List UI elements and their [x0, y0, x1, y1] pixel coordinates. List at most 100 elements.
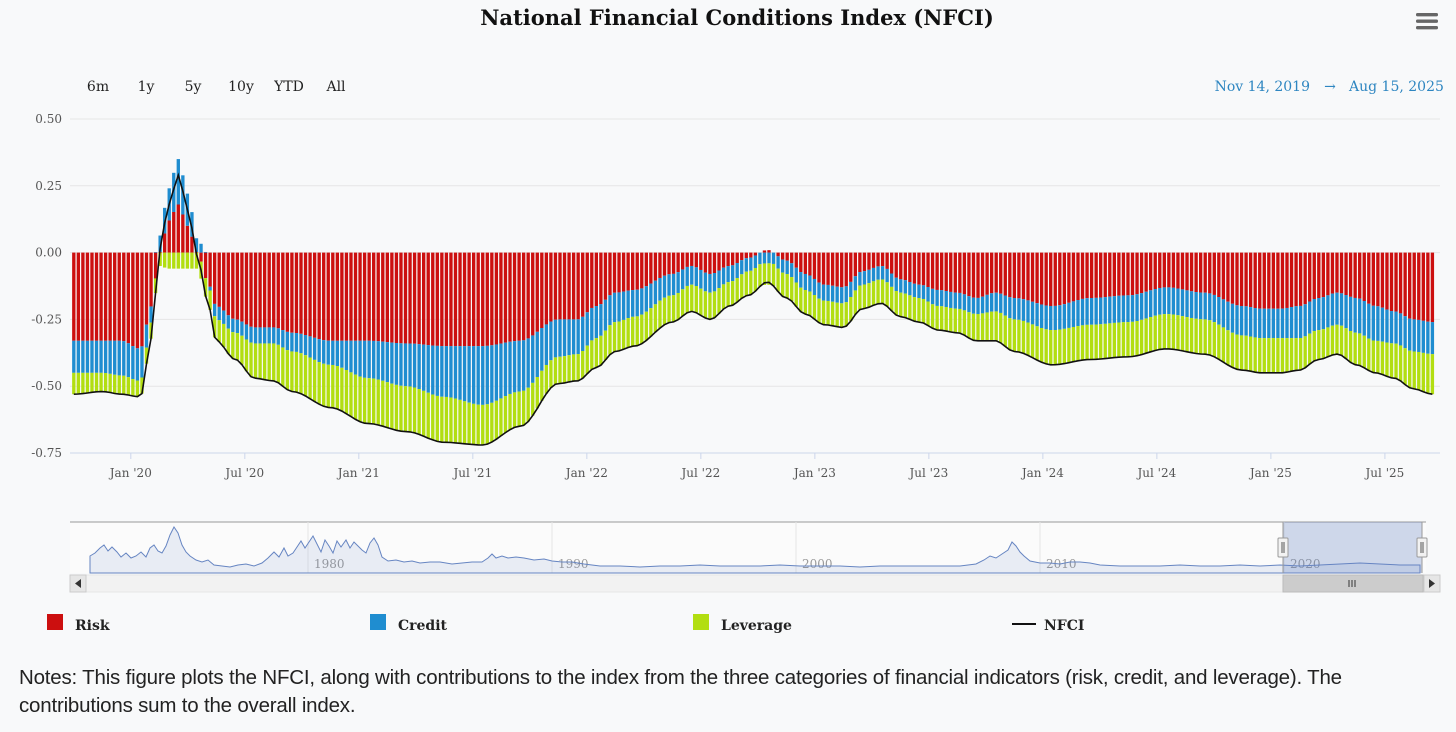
- bar-risk: [1330, 252, 1335, 294]
- scrollbar-track[interactable]: [69, 574, 1441, 593]
- navigator[interactable]: 1980 1990 2000 2010 2020: [70, 521, 1428, 574]
- range-button-6m[interactable]: 6m: [87, 79, 109, 95]
- bar-risk: [108, 252, 112, 341]
- chevron-right-icon: [1429, 579, 1435, 588]
- bar-risk: [585, 252, 589, 313]
- bar-credit: [794, 267, 798, 283]
- bar-risk: [540, 252, 544, 329]
- legend-item-risk[interactable]: Risk: [47, 614, 110, 634]
- bar-credit: [994, 292, 998, 312]
- bar-credit: [312, 337, 317, 360]
- range-button-1y[interactable]: 1y: [138, 79, 155, 95]
- bar-leverage: [585, 345, 589, 374]
- bar-risk: [676, 252, 680, 273]
- bar-risk: [571, 252, 576, 320]
- bar-leverage: [853, 290, 858, 315]
- bar-leverage: [1348, 330, 1353, 363]
- bar-leverage: [553, 357, 558, 385]
- bar-leverage: [1035, 326, 1039, 361]
- bar-credit: [1262, 308, 1266, 339]
- bar-credit: [1162, 287, 1166, 315]
- bar-risk: [408, 252, 412, 344]
- bar-risk: [744, 252, 748, 259]
- bar-risk: [817, 252, 821, 283]
- bar-leverage: [1071, 326, 1076, 362]
- bar-leverage: [780, 272, 785, 297]
- bar-leverage: [721, 284, 726, 309]
- bar-risk: [117, 252, 121, 341]
- range-button-ytd[interactable]: YTD: [273, 79, 304, 95]
- bar-credit: [372, 340, 376, 379]
- bar-credit: [894, 277, 898, 292]
- legend-item-leverage[interactable]: Leverage: [693, 614, 792, 634]
- date-from-input[interactable]: Nov 14, 2019: [1215, 79, 1310, 95]
- y-tick-label: -0.75: [31, 446, 62, 460]
- bar-leverage: [372, 378, 376, 425]
- bar-leverage: [1049, 330, 1053, 365]
- bar-credit: [1167, 287, 1171, 315]
- bar-risk: [417, 252, 421, 345]
- bar-risk: [612, 252, 617, 293]
- menu-icon[interactable]: [1416, 13, 1438, 30]
- bar-leverage: [753, 268, 758, 292]
- navigator-selected-range[interactable]: [1283, 522, 1422, 573]
- bar-credit: [1099, 297, 1103, 325]
- bar-credit: [1044, 305, 1048, 330]
- bar-leverage: [635, 316, 639, 346]
- legend-item-credit[interactable]: Credit: [370, 614, 448, 634]
- bar-leverage: [694, 286, 698, 313]
- bar-risk: [1253, 252, 1257, 309]
- bar-leverage: [976, 313, 980, 341]
- bar-credit: [117, 340, 121, 376]
- bar-leverage: [471, 403, 476, 445]
- bar-risk: [776, 252, 780, 257]
- bar-leverage: [662, 297, 667, 325]
- bar-credit: [1058, 305, 1062, 330]
- bar-risk: [1158, 252, 1162, 288]
- bar-leverage: [1221, 327, 1226, 363]
- scrollbar-right-button[interactable]: [1423, 574, 1441, 593]
- navigator-handle-right[interactable]: [1416, 537, 1428, 558]
- bar-credit: [1408, 318, 1412, 351]
- bar-credit: [131, 346, 135, 380]
- bar-credit: [317, 339, 321, 363]
- bar-risk: [1171, 252, 1176, 288]
- bar-leverage: [690, 284, 694, 312]
- bar-credit: [562, 319, 567, 357]
- bar-leverage: [603, 330, 608, 361]
- bar-credit: [326, 340, 330, 365]
- legend-item-nfci[interactable]: NFCI: [1012, 618, 1084, 634]
- bar-credit: [921, 285, 926, 299]
- bar-leverage: [917, 298, 921, 323]
- bar-risk: [1130, 252, 1135, 296]
- bar-leverage: [131, 379, 135, 396]
- bar-risk: [531, 252, 535, 336]
- scrollbar-thumb[interactable]: [1282, 574, 1424, 593]
- bar-risk: [235, 252, 240, 320]
- navigator-scrollbar[interactable]: [69, 574, 1441, 593]
- bar-leverage: [1421, 352, 1425, 392]
- bar-risk: [81, 252, 85, 341]
- bar-leverage: [1203, 319, 1207, 355]
- range-button-all[interactable]: All: [325, 79, 346, 95]
- bar-credit: [458, 346, 462, 400]
- navigator-handle-left[interactable]: [1277, 537, 1289, 558]
- range-button-10y[interactable]: 10y: [228, 79, 254, 95]
- bar-leverage: [94, 372, 99, 392]
- date-to-input[interactable]: Aug 15, 2025: [1348, 79, 1444, 95]
- bar-leverage: [335, 366, 340, 410]
- bar-risk: [344, 252, 349, 341]
- bar-leverage: [290, 351, 294, 392]
- bar-credit: [1039, 304, 1044, 329]
- bar-credit: [949, 291, 953, 308]
- range-button-5y[interactable]: 5y: [185, 79, 202, 95]
- bar-leverage: [349, 372, 353, 417]
- scrollbar-left-button[interactable]: [69, 574, 87, 593]
- bar-credit: [912, 283, 917, 298]
- bar-risk: [353, 252, 358, 341]
- bar-leverage: [1039, 328, 1044, 363]
- bar-risk: [608, 252, 612, 296]
- bar-credit: [971, 297, 976, 314]
- bar-risk: [94, 252, 99, 341]
- bar-leverage: [549, 360, 553, 388]
